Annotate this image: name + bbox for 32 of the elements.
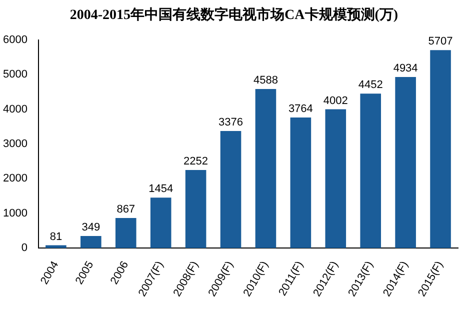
bar: [80, 236, 102, 248]
data-label: 3376: [218, 116, 243, 129]
y-tick-label: 6000: [2, 34, 28, 46]
bar: [290, 118, 312, 248]
data-label: 3764: [288, 103, 313, 116]
data-label: 5707: [428, 36, 453, 48]
y-tick-label: 2000: [2, 172, 28, 185]
y-tick-label: 3000: [2, 138, 28, 150]
data-label: 2252: [184, 155, 208, 168]
y-tick-label: 1000: [2, 207, 28, 220]
data-label: 4934: [393, 62, 418, 74]
bar: [185, 170, 206, 248]
bar: [220, 130, 242, 248]
data-label: 4588: [253, 74, 278, 86]
bar: [46, 245, 66, 248]
bar: [395, 76, 416, 248]
data-label: 867: [116, 204, 136, 216]
y-tick-label: 0: [21, 242, 28, 254]
bar: [115, 218, 136, 248]
data-label: 81: [50, 230, 62, 243]
y-tick-label: 4000: [2, 103, 28, 116]
data-label: 1454: [148, 183, 174, 196]
data-label: 4002: [323, 94, 348, 107]
bar: [255, 88, 276, 248]
data-label: 4452: [358, 79, 383, 92]
chart-title: 2004-2015年中国有线数字电视市场CA卡规模预测(万): [68, 6, 400, 24]
bar: [325, 109, 346, 248]
y-tick-label: 5000: [2, 68, 28, 81]
bar: [430, 50, 451, 248]
bar: [150, 198, 172, 248]
bar: [360, 94, 381, 248]
data-label: 349: [82, 221, 100, 234]
